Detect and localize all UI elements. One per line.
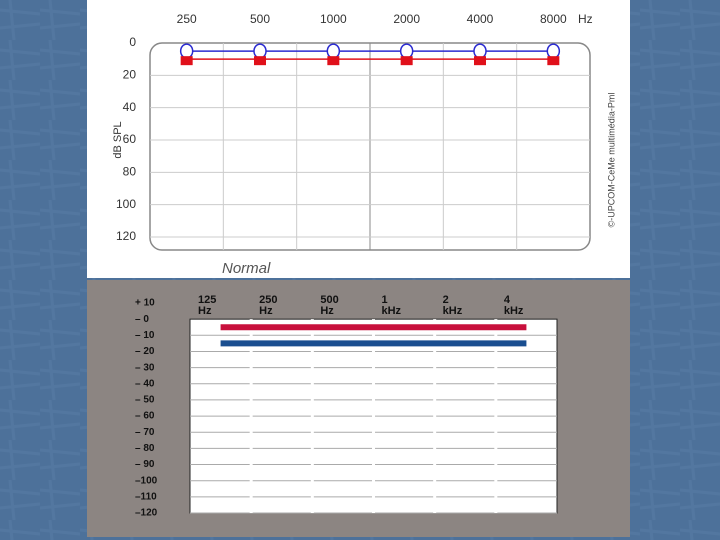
marker — [180, 56, 193, 66]
x-tick-label: 4000 — [467, 12, 494, 26]
y-tick-label: – 10 — [135, 330, 155, 341]
y-tick-label: – 80 — [135, 443, 155, 454]
x-tick-label: 500 — [250, 12, 270, 26]
marker — [399, 43, 414, 59]
y-axis-label: dB SPL — [112, 121, 124, 158]
y-tick-label: – 40 — [135, 378, 155, 389]
x-tick-label: 2 kHz — [443, 294, 463, 317]
marker — [326, 43, 341, 59]
y-tick-label: – 20 — [135, 346, 155, 357]
y-tick-label: – 0 — [135, 314, 149, 325]
marker — [546, 43, 561, 59]
marker — [473, 43, 487, 59]
x-tick-label: 500 Hz — [320, 294, 338, 317]
x-unit: Hz — [578, 12, 593, 26]
y-tick-label: 120 — [116, 229, 136, 243]
x-tick-label: 1000 — [320, 12, 347, 26]
marker — [547, 56, 560, 66]
y-tick-label: 40 — [123, 100, 137, 114]
x-tick-label: 2000 — [393, 12, 420, 26]
y-tick-label: 60 — [123, 132, 137, 146]
marker — [253, 43, 267, 59]
y-tick-label: – 50 — [135, 395, 155, 406]
x-tick-label: 1 kHz — [382, 294, 402, 317]
marker — [474, 56, 486, 66]
x-tick-label: 8000 — [540, 12, 567, 26]
x-tick-label: 4 kHz — [504, 294, 524, 317]
y-tick-label: –100 — [135, 475, 158, 486]
y-tick-label: 20 — [123, 68, 137, 82]
credit: ©-UPCOM-CeMe multimédia-Pml — [606, 93, 616, 228]
marker — [327, 56, 340, 66]
y-tick-label: –120 — [135, 508, 158, 519]
y-tick-label: –110 — [135, 491, 157, 502]
x-tick-label: 250 Hz — [259, 294, 277, 317]
y-tick-label: 80 — [123, 165, 137, 179]
annotation: Normal — [222, 260, 271, 277]
marker — [179, 43, 194, 59]
marker — [254, 56, 266, 66]
x-tick-label: 250 — [177, 12, 197, 26]
y-tick-label: 100 — [116, 197, 136, 211]
y-tick-label: – 60 — [135, 411, 155, 422]
y-tick-label: + 10 — [135, 298, 155, 309]
y-tick-label: – 30 — [135, 362, 155, 373]
y-tick-label: – 90 — [135, 459, 155, 470]
marker — [400, 56, 413, 66]
y-tick-label: – 70 — [135, 427, 155, 438]
x-tick-label: 125 Hz — [198, 294, 216, 317]
y-tick-label: 0 — [129, 35, 136, 49]
